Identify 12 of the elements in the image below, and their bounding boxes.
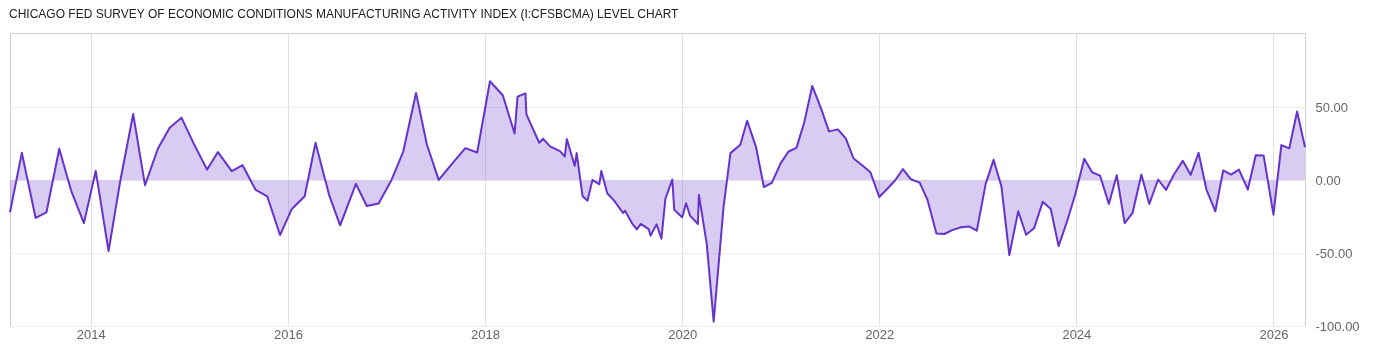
x-tick-label: 2020 — [668, 326, 698, 342]
y-tick-label: 0.00 — [1315, 172, 1341, 188]
y-tick-label: -100.00 — [1315, 318, 1360, 334]
y-tick-label: -50.00 — [1315, 245, 1353, 261]
x-tick-label: 2016 — [273, 326, 303, 342]
x-tick-label: 2018 — [471, 326, 500, 342]
y-tick-label: 50.00 — [1315, 99, 1349, 115]
x-tick-label: 2014 — [76, 326, 106, 342]
x-tick-label: 2022 — [865, 326, 895, 342]
x-tick-label: 2026 — [1259, 326, 1289, 342]
chart-title: CHICAGO FED SURVEY OF ECONOMIC CONDITIONS MANUFACTURING ACTIVITY INDEX (I:CFSBCMA) LEVEL CHART — [9, 7, 680, 21]
x-tick-label: 2024 — [1062, 326, 1092, 342]
